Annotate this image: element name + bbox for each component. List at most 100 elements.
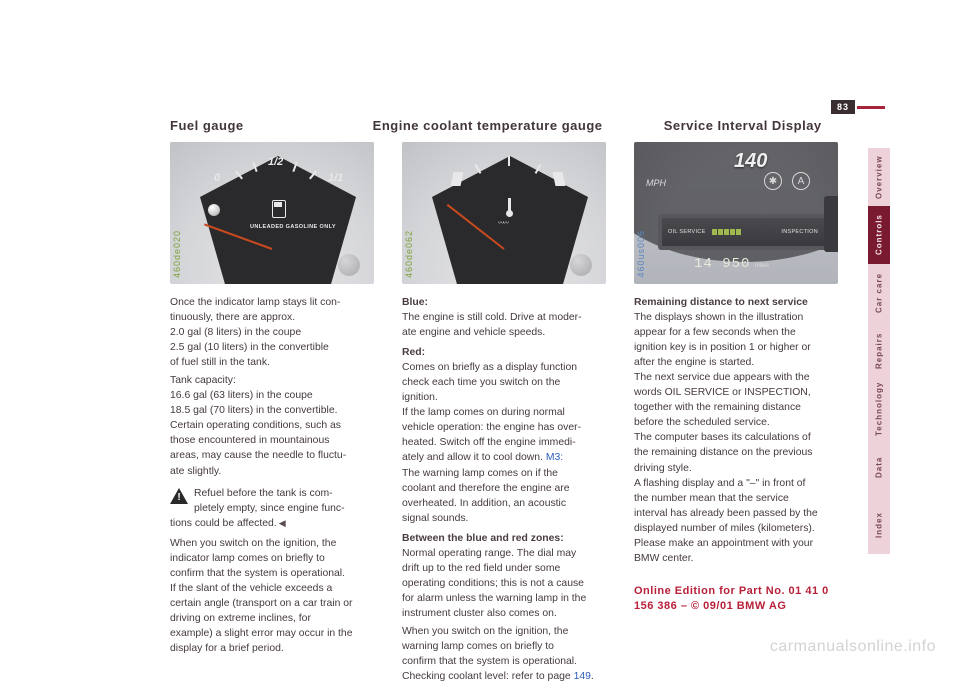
c1-l5a: Tank capacity: <box>170 375 236 386</box>
warning-block: Refuel before the tank is com- pletely e… <box>170 487 374 517</box>
c1-l9: ate slightly. <box>170 465 374 479</box>
tab-data[interactable]: Data <box>868 438 890 496</box>
c2-b1: Blue: <box>402 296 606 310</box>
tab-car-care[interactable]: Car care <box>868 264 890 322</box>
c1-l15: driving on extreme inclines, for <box>170 612 374 626</box>
c2-b2: Red: <box>402 346 606 360</box>
c1-w3: tions could be affected. <box>170 518 277 529</box>
c3-l14: the number mean that the service <box>634 492 838 506</box>
c3-redline: Online Edition for Part No. 01 41 0 156 … <box>634 584 838 614</box>
c3-l1: Remaining distance to next service <box>634 296 838 310</box>
col-service: Remaining distance to next service The d… <box>634 296 838 685</box>
images-row: 0 1/2 1/1 UNLEADED GASOLINE ONLY 460de02… <box>170 142 860 284</box>
fuel-gauge-image: 0 1/2 1/1 UNLEADED GASOLINE ONLY 460de02… <box>170 142 374 284</box>
c2-l8: heated. Switch off the engine immedi- <box>402 436 606 450</box>
headings-row: Fuel gauge Engine coolant temperature ga… <box>170 118 860 133</box>
warning-triangle-icon <box>170 488 188 504</box>
c1-l2: tinuously, there are approx. <box>170 311 374 325</box>
c1-l16: example) a slight error may occur in the <box>170 627 374 641</box>
c2-l19: When you switch on the ignition, the <box>402 625 606 639</box>
side-tabs: Overview Controls Car care Repairs Techn… <box>868 148 890 554</box>
c3-l17: Please make an appointment with your <box>634 537 838 551</box>
thermometer-icon <box>502 198 518 218</box>
display-miles-unit: miles <box>755 263 769 269</box>
c2-l22a: Checking coolant level: refer to <box>402 671 545 682</box>
c3-l4: ignition key is in position 1 or higher … <box>634 341 838 355</box>
c2-l14: Normal operating range. The dial may <box>402 547 606 561</box>
display-inspection: INSPECTION <box>781 229 818 235</box>
c1-l6: Certain operating conditions, such as <box>170 419 374 433</box>
c2-l21: confirm that the system is operational. <box>402 655 606 669</box>
c1-l3b: 2.5 gal (10 liters) in the convertible <box>170 341 374 355</box>
display-bar <box>712 229 776 235</box>
c3-l3: appear for a few seconds when the <box>634 326 838 340</box>
end-arrow-icon: ◀ <box>279 518 286 528</box>
odo-ref: 460us006 <box>636 230 646 278</box>
c2-l10: The warning lamp comes on if the <box>402 467 606 481</box>
c2-l11: coolant and therefore the engine are <box>402 482 606 496</box>
c2-l2: ate engine and vehicle speeds. <box>402 326 606 340</box>
c3-l10: The computer bases its calculations of <box>634 431 838 445</box>
gauge1-unleaded: UNLEADED GASOLINE ONLY <box>250 224 336 230</box>
heading-fuel-gauge: Fuel gauge <box>170 118 347 133</box>
c2-l22c[interactable]: 149 <box>574 671 591 682</box>
fuel-pump-icon <box>272 194 290 218</box>
c1-l11: indicator lamp comes on briefly to <box>170 552 374 566</box>
speedo-mph: MPH <box>646 178 666 188</box>
c2-l20: warning lamp comes on briefly to <box>402 640 606 654</box>
c1-l13: If the slant of the vehicle exceeds a <box>170 582 374 596</box>
c1-l10: When you switch on the ignition, the <box>170 537 374 551</box>
c2-l18: instrument cluster also comes on. <box>402 607 606 621</box>
c1-l12: confirm that the system is operational. <box>170 567 374 581</box>
c3-l12: driving style. <box>634 462 838 476</box>
c1-l5c: 18.5 gal (70 liters) in the convertible. <box>170 404 374 418</box>
col-coolant: Blue: The engine is still cold. Drive at… <box>402 296 606 685</box>
c3-l6: The next service due appears with the <box>634 371 838 385</box>
c2-l4: check each time you switch on the <box>402 376 606 390</box>
c1-l14: certain angle (transport on a car train … <box>170 597 374 611</box>
c3-l18: BMW center. <box>634 552 838 566</box>
heading-service-interval: Service Interval Display <box>664 118 860 133</box>
c1-l8: areas, may cause the needle to fluctu- <box>170 449 374 463</box>
c2-l16: operating conditions; this is not a caus… <box>402 577 606 591</box>
tab-index[interactable]: Index <box>868 496 890 554</box>
gauge1-mark-0: 0 <box>214 172 220 184</box>
c1-l17: display for a brief period. <box>170 642 374 656</box>
temp-gauge-image: 〰〰 460de062 <box>402 142 606 284</box>
c1-l4: of fuel still in the tank. <box>170 356 374 370</box>
c2-l5: ignition. <box>402 391 606 405</box>
c1-l5b: 16.6 gal (63 liters) in the coupe <box>170 389 374 403</box>
c1-l1: Once the indicator lamp stays lit con- <box>170 296 374 310</box>
service-interval-image: 140 MPH ✱ A OIL SERVICE INSPECTION 14 95… <box>634 142 838 284</box>
col-fuel: Once the indicator lamp stays lit con- t… <box>170 296 374 685</box>
c2-l9b: M3: <box>546 452 563 463</box>
gauge2-ref: 460de062 <box>404 230 414 278</box>
tab-overview[interactable]: Overview <box>868 148 890 206</box>
tab-repairs[interactable]: Repairs <box>868 322 890 380</box>
c2-l17: for alarm unless the warning lamp in the <box>402 592 606 606</box>
c3-l5: after the engine is started. <box>634 356 838 370</box>
tab-technology[interactable]: Technology <box>868 380 890 438</box>
display-miles-row: 14 950 miles <box>694 254 769 272</box>
c3-l15: interval has already been passed by the <box>634 507 838 521</box>
watermark: carmanualsonline.info <box>770 638 936 656</box>
c3-l11: the remaining distance on the previous <box>634 446 838 460</box>
c2-l22d: . <box>591 671 594 682</box>
c3-l2: The displays shown in the illustration <box>634 311 838 325</box>
page-number: 83 <box>831 100 855 114</box>
gauge1-mark-half: 1/2 <box>268 156 283 168</box>
heading-coolant-gauge: Engine coolant temperature gauge <box>373 118 638 133</box>
c3-l7: words OIL SERVICE or INSPECTION, <box>634 386 838 400</box>
c3-l8: together with the remaining distance <box>634 401 838 415</box>
c1-w2: pletely empty, since engine func- <box>194 502 374 516</box>
c2-l7: vehicle operation: the engine has over- <box>402 421 606 435</box>
c2-l15: drift up to the red field under some <box>402 562 606 576</box>
speedo-140: 140 <box>734 150 767 173</box>
c1-l3a: 2.0 gal (8 liters) in the coupe <box>170 326 374 340</box>
c3-l16: displayed number of miles (kilometers). <box>634 522 838 536</box>
text-columns: Once the indicator lamp stays lit con- t… <box>170 296 860 685</box>
c2-l22b: page <box>545 671 574 682</box>
c3-l13: A flashing display and a "–" in front of <box>634 477 838 491</box>
gauge2-reset-knob <box>570 254 592 276</box>
tab-controls[interactable]: Controls <box>868 206 890 264</box>
